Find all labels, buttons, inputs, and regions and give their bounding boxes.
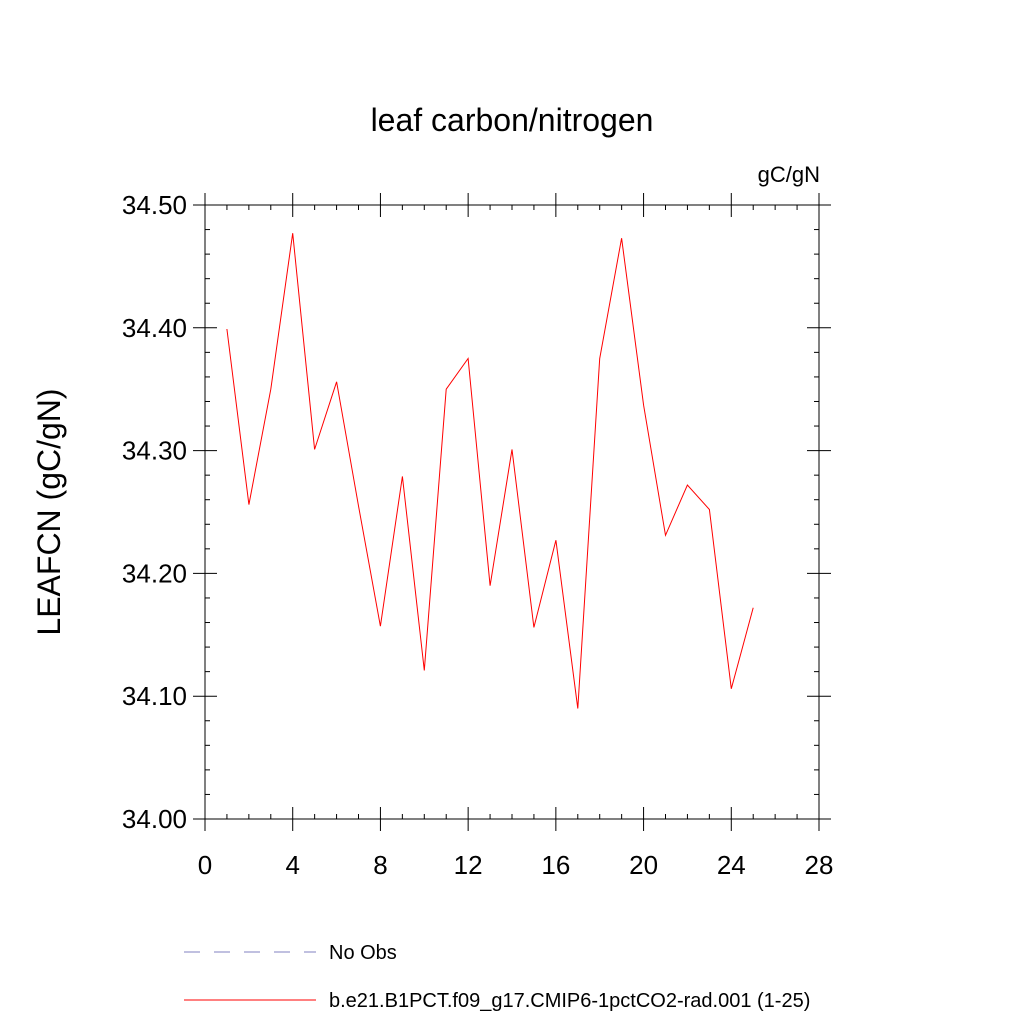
y-axis-label: LEAFCN (gC/gN): [31, 388, 67, 635]
x-tick-label: 24: [717, 850, 746, 880]
x-axis: 0 4 8 12 16 20 24 28: [198, 193, 834, 880]
legend-label: No Obs: [329, 942, 397, 964]
units-label: gC/gN: [758, 162, 820, 187]
y-axis: 34.00 34.10 34.20 34.30 34.40 34.50: [122, 190, 831, 834]
x-tick-label: 0: [198, 850, 212, 880]
y-tick-label: 34.00: [122, 804, 187, 834]
series-layer: [226, 233, 754, 709]
y-tick-label: 34.30: [122, 436, 187, 466]
y-tick-label: 34.40: [122, 313, 187, 343]
x-tick-label: 12: [454, 850, 483, 880]
y-tick-label: 34.10: [122, 681, 187, 711]
x-tick-label: 8: [373, 850, 387, 880]
x-tick-label: 4: [285, 850, 299, 880]
x-tick-label: 20: [629, 850, 658, 880]
chart-title: leaf carbon/nitrogen: [371, 102, 654, 138]
legend: No Obs b.e21.B1PCT.f09_g17.CMIP6-1pctCO2-…: [184, 942, 810, 1012]
x-tick-label: 16: [541, 850, 570, 880]
plot-frame: [204, 204, 820, 820]
legend-label: b.e21.B1PCT.f09_g17.CMIP6-1pctCO2-rad.00…: [329, 990, 810, 1012]
series-line: [226, 233, 754, 709]
y-tick-label: 34.50: [122, 190, 187, 220]
x-tick-label: 28: [805, 850, 834, 880]
y-tick-label: 34.20: [122, 558, 187, 588]
